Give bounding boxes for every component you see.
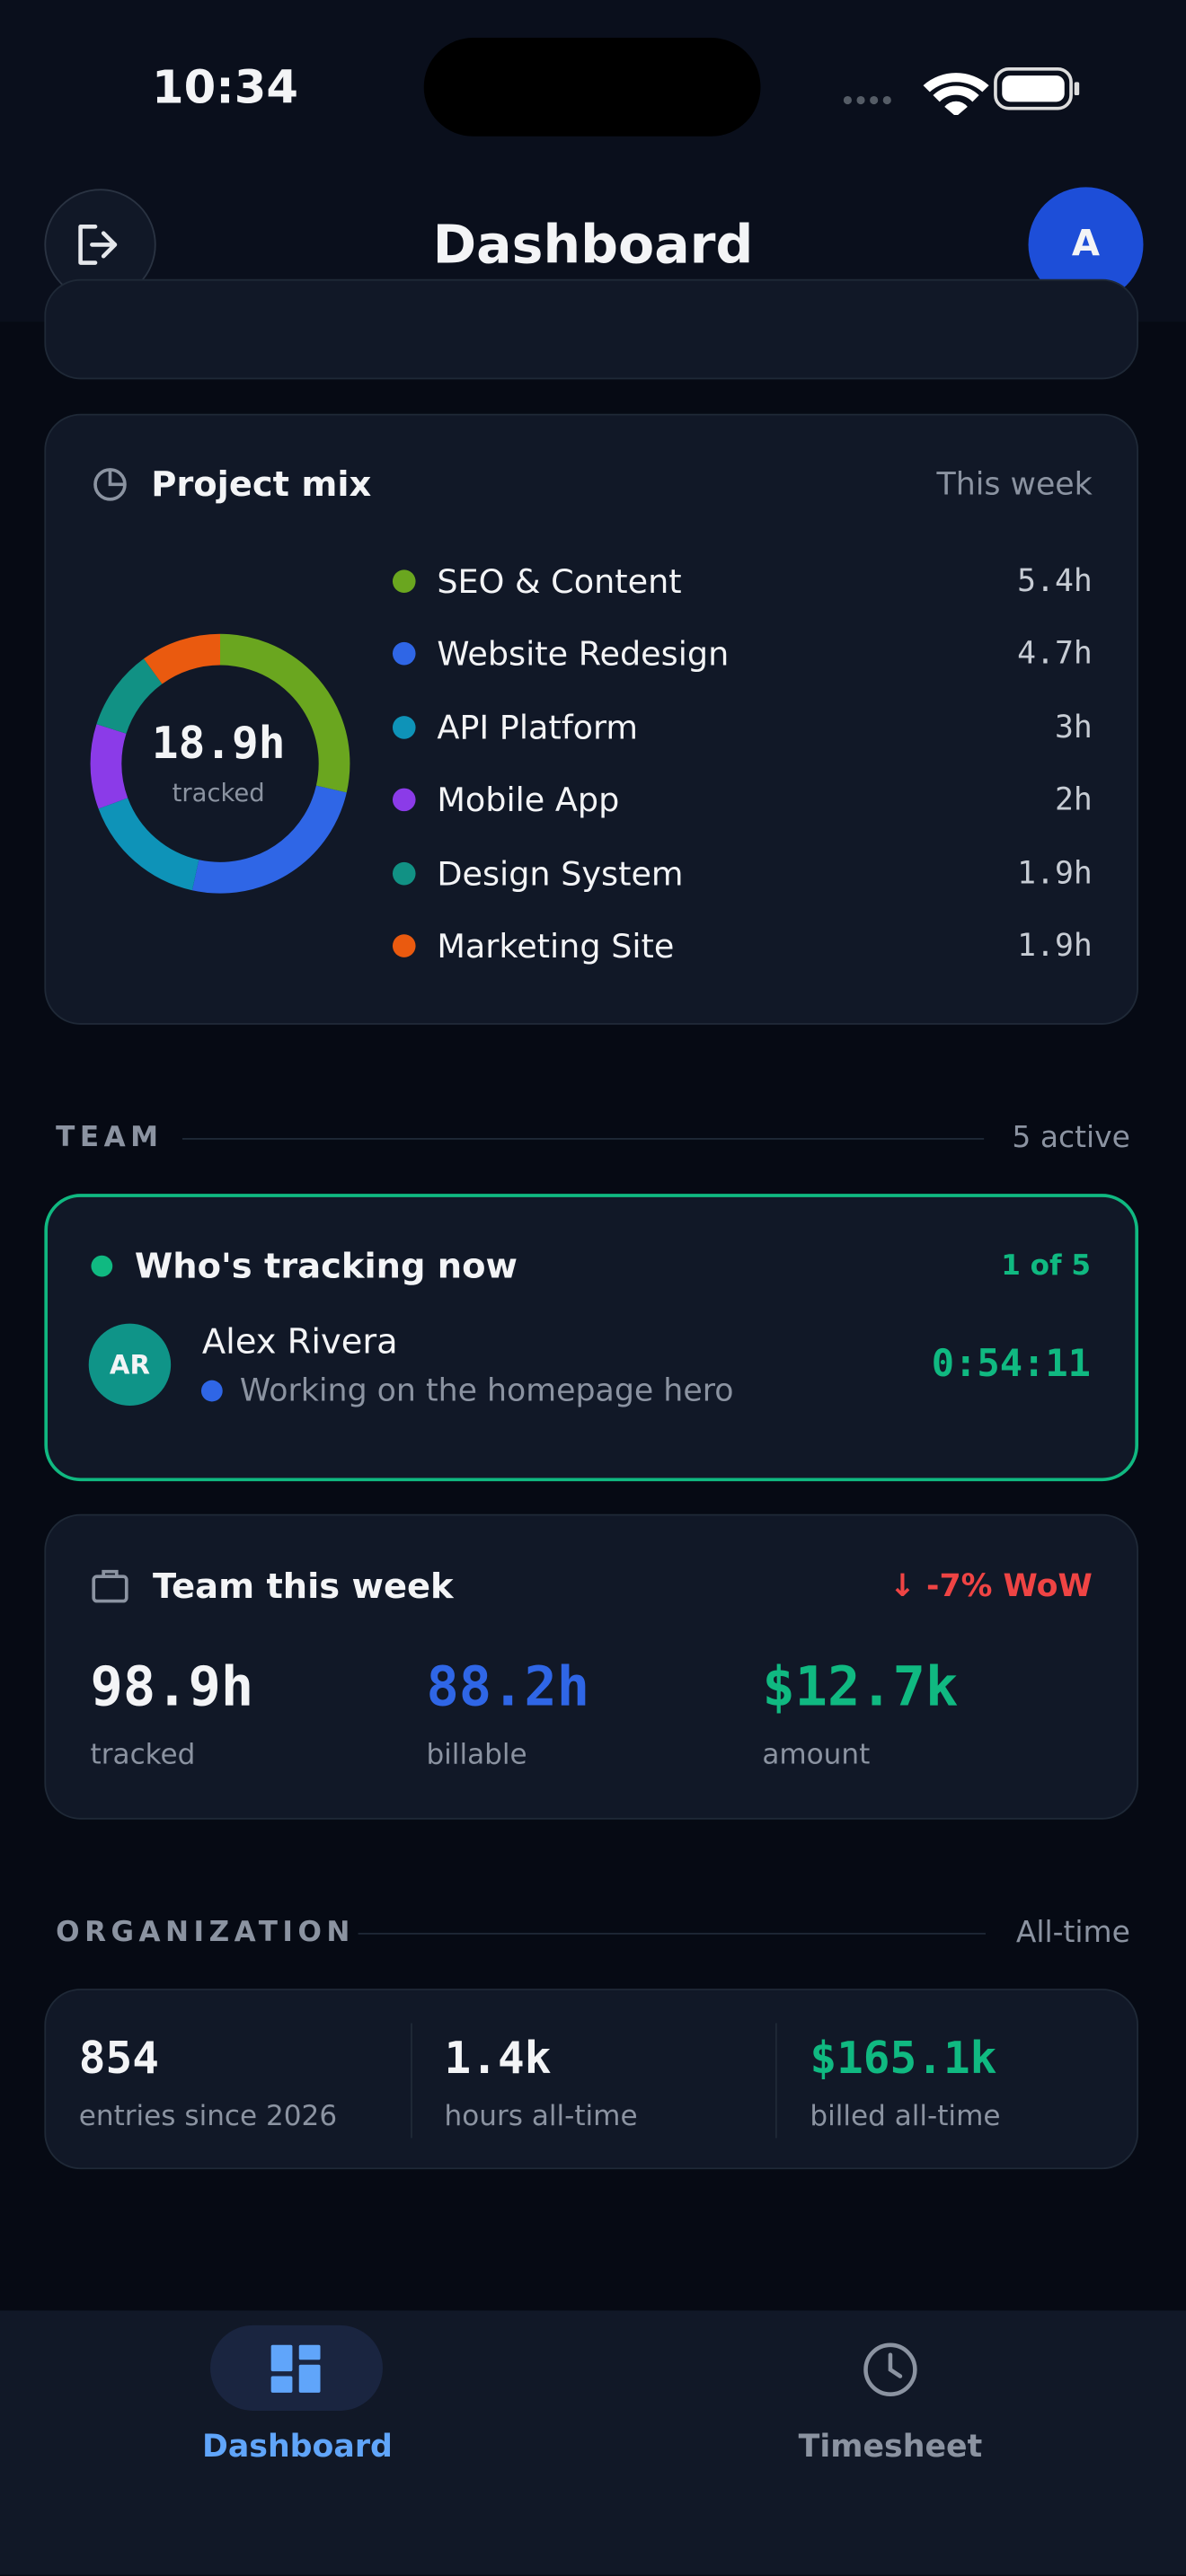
card-title: Who's tracking now — [134, 1246, 518, 1286]
card-title: Team this week — [153, 1566, 454, 1607]
stat-value: $165.1k — [810, 2033, 997, 2086]
stat-label: tracked — [90, 1739, 196, 1772]
team-week-card: Team this week ↓ -7% WoW 98.9h tracked 88.… — [44, 1513, 1139, 1820]
clipped-card — [44, 278, 1139, 380]
card-period: This week — [936, 466, 1093, 503]
section-meta: All-time — [1015, 1915, 1130, 1951]
legend-name: API Platform — [437, 707, 639, 747]
member-initials: AR — [109, 1348, 151, 1381]
project-dot — [200, 1380, 223, 1402]
tab-label[interactable]: Timesheet — [798, 2429, 983, 2466]
member-activity: Working on the homepage hero — [239, 1372, 734, 1409]
donut-segment — [90, 633, 350, 894]
dashboard-icon — [270, 2344, 321, 2393]
legend-name: Design System — [437, 852, 684, 893]
divider — [181, 1138, 985, 1140]
section-title: ORGANIZATION — [56, 1916, 355, 1950]
stat-value: 98.9h — [90, 1654, 254, 1719]
tab-label[interactable]: Dashboard — [201, 2429, 393, 2466]
legend-dot — [392, 788, 416, 812]
divider — [411, 2023, 412, 2139]
stat-value: 88.2h — [426, 1654, 590, 1719]
tracking-count: 1 of 5 — [1001, 1249, 1091, 1283]
legend-name: Mobile App — [437, 780, 620, 820]
legend-value: 3h — [1054, 709, 1093, 745]
tab-highlight — [210, 2325, 383, 2411]
legend-value: 5.4h — [1017, 563, 1093, 600]
legend-name: Marketing Site — [437, 926, 675, 966]
donut-segment — [90, 633, 350, 894]
avatar-initial: A — [1071, 224, 1101, 266]
section-meta: 5 active — [1012, 1120, 1130, 1156]
card-title: Project mix — [151, 464, 372, 505]
organization-card: 854 entries since 2026 1.4k hours all-time $… — [44, 1989, 1139, 2170]
divider — [358, 1932, 986, 1935]
legend-name: SEO & Content — [437, 561, 682, 602]
briefcase-icon — [92, 1569, 128, 1603]
tab-bar: Dashboard Timesheet — [0, 2310, 1186, 2575]
legend-value: 2h — [1054, 781, 1093, 818]
week-change: ↓ -7% WoW — [889, 1568, 1093, 1605]
legend-dot — [392, 715, 416, 739]
clock-icon — [863, 2342, 917, 2396]
legend-value: 4.7h — [1017, 636, 1093, 673]
timer: 0:54:11 — [931, 1343, 1091, 1387]
member-avatar: AR — [88, 1323, 172, 1407]
live-dot — [91, 1255, 113, 1277]
status-icons — [843, 66, 1080, 115]
stat-label: entries since 2026 — [78, 2100, 338, 2133]
dynamic-island — [423, 38, 761, 137]
stat-value: 854 — [78, 2033, 159, 2086]
clock: 10:34 — [151, 59, 298, 115]
stat-value: $12.7k — [762, 1654, 959, 1719]
stat-label: billable — [426, 1739, 527, 1772]
divider — [774, 2023, 777, 2139]
legend-name: Website Redesign — [437, 634, 730, 675]
stat-label: billed all-time — [810, 2100, 1001, 2133]
legend-dot — [392, 569, 416, 594]
legend-dot — [392, 861, 416, 885]
donut-total: 18.9h — [151, 718, 286, 770]
stat-label: hours all-time — [444, 2100, 638, 2133]
donut-caption: tracked — [172, 778, 265, 808]
legend-value: 1.9h — [1017, 927, 1093, 965]
legend-value: 1.9h — [1017, 854, 1093, 892]
member-name: Alex Rivera — [201, 1321, 398, 1362]
project-mix-card: Project mix This week 18.9h tracked SEO … — [44, 413, 1139, 1025]
tracking-card: Who's tracking now 1 of 5 AR Alex Rivera… — [44, 1194, 1139, 1482]
section-title: TEAM — [56, 1121, 164, 1155]
stat-value: 1.4k — [444, 2033, 552, 2086]
logout-icon — [78, 225, 118, 265]
donut-chart — [90, 633, 350, 894]
legend-dot — [392, 934, 416, 957]
header-title: Dashboard — [432, 213, 754, 277]
stat-label: amount — [762, 1739, 871, 1772]
pie-icon — [93, 468, 127, 501]
donut-segment — [90, 633, 350, 894]
legend-dot — [392, 642, 416, 666]
